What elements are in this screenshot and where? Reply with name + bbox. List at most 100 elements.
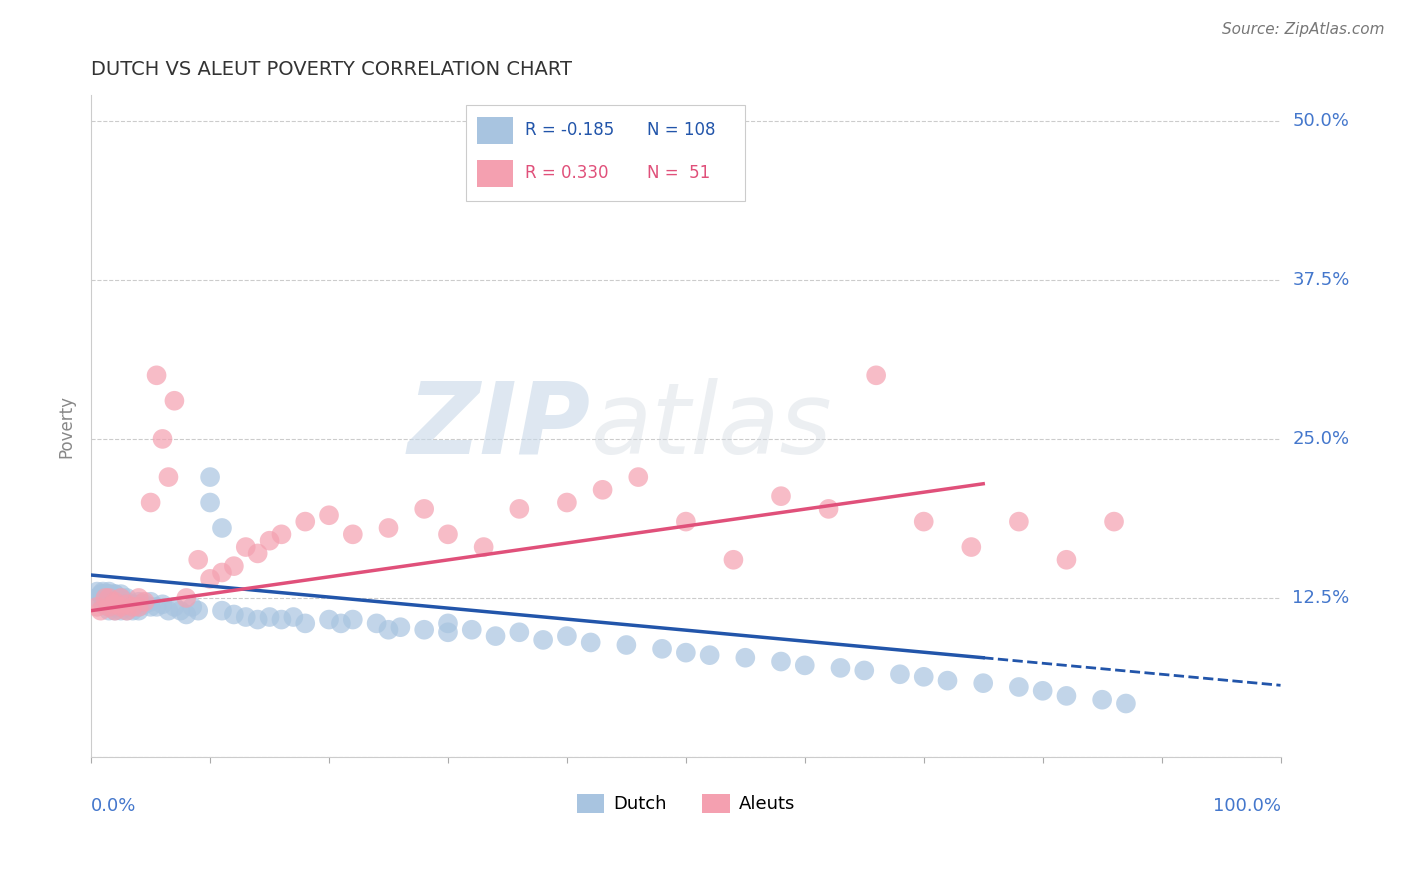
Point	[163, 599, 186, 614]
Point	[960, 540, 983, 554]
Point	[437, 616, 460, 631]
Point	[342, 613, 364, 627]
Point	[98, 597, 121, 611]
Point	[329, 616, 352, 631]
Text: 12.5%: 12.5%	[1292, 589, 1350, 607]
Point	[865, 368, 887, 383]
Point	[187, 604, 209, 618]
Point	[235, 540, 257, 554]
Point	[110, 587, 132, 601]
Point	[211, 604, 233, 618]
Legend: Dutch, Aleuts: Dutch, Aleuts	[569, 787, 803, 821]
Point	[211, 521, 233, 535]
Point	[104, 587, 127, 601]
Point	[318, 508, 340, 523]
Point	[98, 595, 121, 609]
Point	[270, 527, 292, 541]
Text: atlas: atlas	[591, 377, 832, 475]
Point	[817, 501, 839, 516]
Point	[91, 591, 114, 605]
Point	[134, 597, 156, 611]
Point	[110, 595, 132, 609]
Point	[110, 591, 132, 605]
Point	[592, 483, 614, 497]
Point	[211, 566, 233, 580]
Point	[437, 625, 460, 640]
Point	[121, 599, 143, 614]
Point	[157, 604, 180, 618]
Point	[627, 470, 650, 484]
Point	[342, 527, 364, 541]
Point	[377, 521, 399, 535]
Point	[86, 591, 108, 605]
Point	[98, 584, 121, 599]
Point	[121, 604, 143, 618]
Point	[104, 591, 127, 605]
Point	[104, 595, 127, 609]
Point	[104, 597, 127, 611]
Point	[91, 597, 114, 611]
Text: Source: ZipAtlas.com: Source: ZipAtlas.com	[1222, 22, 1385, 37]
Point	[91, 587, 114, 601]
Point	[91, 584, 114, 599]
Point	[259, 610, 281, 624]
Point	[110, 599, 132, 614]
Point	[318, 613, 340, 627]
Point	[222, 607, 245, 622]
Point	[94, 591, 117, 605]
Point	[283, 610, 305, 624]
Point	[163, 393, 186, 408]
Point	[270, 613, 292, 627]
Point	[198, 470, 221, 484]
Point	[110, 591, 132, 605]
Point	[176, 607, 198, 622]
Point	[675, 515, 697, 529]
Point	[98, 595, 121, 609]
Point	[723, 553, 745, 567]
Point	[198, 495, 221, 509]
Point	[86, 599, 108, 614]
Point	[98, 599, 121, 614]
Point	[115, 599, 138, 614]
Text: 37.5%: 37.5%	[1292, 271, 1350, 289]
Text: 25.0%: 25.0%	[1292, 430, 1350, 448]
Point	[157, 470, 180, 484]
Point	[139, 495, 162, 509]
Point	[1091, 692, 1114, 706]
Point	[152, 597, 174, 611]
Point	[1008, 515, 1031, 529]
Point	[128, 597, 150, 611]
Point	[139, 595, 162, 609]
Point	[104, 591, 127, 605]
Point	[128, 599, 150, 614]
Point	[104, 587, 127, 601]
Point	[110, 604, 132, 618]
Point	[115, 597, 138, 611]
Point	[889, 667, 911, 681]
Point	[98, 587, 121, 601]
Text: ZIP: ZIP	[408, 377, 591, 475]
Point	[579, 635, 602, 649]
Point	[484, 629, 506, 643]
Point	[104, 597, 127, 611]
Text: 100.0%: 100.0%	[1212, 797, 1281, 814]
Point	[104, 597, 127, 611]
Point	[121, 599, 143, 614]
Point	[389, 620, 412, 634]
Point	[651, 641, 673, 656]
Point	[98, 587, 121, 601]
Point	[294, 515, 316, 529]
Point	[128, 604, 150, 618]
Point	[110, 599, 132, 614]
Point	[699, 648, 721, 663]
Point	[115, 597, 138, 611]
Point	[115, 595, 138, 609]
Point	[145, 368, 167, 383]
Point	[145, 599, 167, 614]
Y-axis label: Poverty: Poverty	[58, 394, 75, 458]
Point	[169, 604, 191, 618]
Point	[94, 587, 117, 601]
Point	[115, 604, 138, 618]
Point	[98, 591, 121, 605]
Point	[555, 495, 578, 509]
